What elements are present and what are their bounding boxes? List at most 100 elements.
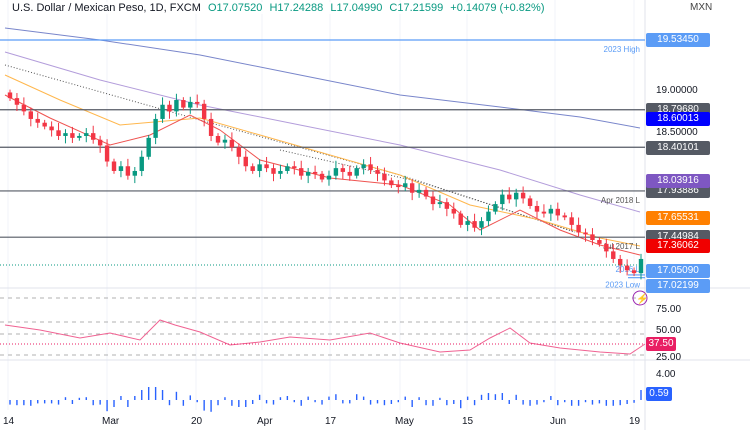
candle-body[interactable]	[264, 164, 269, 169]
candle-body[interactable]	[479, 221, 484, 228]
candle-body[interactable]	[181, 100, 186, 108]
candle-body[interactable]	[146, 137, 151, 157]
candle-body[interactable]	[472, 221, 477, 228]
candle-body[interactable]	[333, 168, 339, 176]
candle-body[interactable]	[271, 168, 276, 174]
candle-body[interactable]	[56, 130, 61, 136]
candle-body[interactable]	[160, 104, 165, 119]
candle-body[interactable]	[465, 221, 470, 225]
candle-body[interactable]	[638, 258, 644, 274]
candle-body[interactable]	[617, 258, 623, 266]
candle-body[interactable]	[555, 208, 560, 216]
candle-body[interactable]	[403, 183, 408, 188]
candle-body[interactable]	[292, 166, 297, 169]
candle-body[interactable]	[257, 164, 262, 171]
candle-body[interactable]	[139, 156, 144, 171]
candle-body[interactable]	[416, 189, 422, 193]
candle-body[interactable]	[458, 213, 463, 225]
candle-body[interactable]	[562, 215, 567, 218]
candle-body[interactable]	[250, 166, 255, 171]
histogram-bar	[175, 391, 178, 400]
candle-body[interactable]	[409, 183, 415, 193]
candle-body[interactable]	[111, 161, 117, 171]
candle-body[interactable]	[285, 166, 290, 171]
candle-body[interactable]	[583, 232, 588, 235]
histogram-bar	[37, 400, 39, 404]
candle-body[interactable]	[278, 170, 283, 174]
candle-body[interactable]	[576, 224, 581, 233]
candle-body[interactable]	[243, 156, 248, 167]
candle-body[interactable]	[451, 208, 456, 214]
candle-body[interactable]	[611, 251, 616, 259]
candle-body[interactable]	[604, 243, 609, 252]
candle-body[interactable]	[215, 135, 221, 143]
candle-body[interactable]	[507, 194, 512, 200]
candle-body[interactable]	[437, 202, 443, 205]
candle-body[interactable]	[319, 173, 325, 180]
candle-body[interactable]	[236, 147, 242, 157]
candle-body[interactable]	[569, 217, 574, 225]
candle-body[interactable]	[21, 104, 27, 112]
candle-body[interactable]	[174, 100, 179, 112]
histogram-bar	[113, 400, 115, 407]
candle-body[interactable]	[70, 133, 75, 138]
candle-body[interactable]	[153, 118, 158, 138]
candle-body[interactable]	[208, 118, 214, 136]
candle-body[interactable]	[299, 168, 304, 176]
candle-body[interactable]	[326, 175, 332, 180]
candle-body[interactable]	[167, 104, 172, 112]
candle-body[interactable]	[520, 192, 526, 199]
candle-body[interactable]	[527, 198, 533, 206]
price-tag: 19.53450	[646, 33, 710, 47]
histogram-bar	[9, 400, 11, 405]
candle-body[interactable]	[222, 139, 228, 143]
candle-body[interactable]	[361, 164, 366, 169]
candle-body[interactable]	[312, 171, 318, 174]
candle-body[interactable]	[35, 118, 40, 123]
candle-body[interactable]	[493, 204, 498, 212]
candle-body[interactable]	[375, 170, 380, 174]
candle-body[interactable]	[305, 171, 311, 176]
candle-body[interactable]	[91, 133, 96, 140]
candle-body[interactable]	[354, 168, 359, 176]
candle-body[interactable]	[28, 111, 34, 119]
candle-body[interactable]	[444, 202, 450, 209]
candle-body[interactable]	[77, 135, 82, 138]
candle-body[interactable]	[84, 133, 89, 136]
candle-body[interactable]	[340, 168, 346, 172]
candle-body[interactable]	[195, 101, 200, 104]
candle-body[interactable]	[548, 208, 554, 214]
candle-body[interactable]	[104, 145, 110, 162]
candle-body[interactable]	[486, 211, 491, 222]
candle-body[interactable]	[118, 166, 124, 171]
candle-body[interactable]	[500, 194, 505, 205]
candle-body[interactable]	[423, 189, 429, 197]
candle-body[interactable]	[132, 170, 138, 176]
candle-body[interactable]	[534, 205, 540, 212]
candle-body[interactable]	[125, 166, 131, 176]
candle-body[interactable]	[63, 133, 68, 136]
candle-body[interactable]	[597, 240, 602, 244]
candle-body[interactable]	[541, 211, 547, 214]
candle-body[interactable]	[201, 103, 207, 119]
candle-body[interactable]	[382, 173, 387, 181]
lightning-icon[interactable]	[632, 290, 648, 306]
candle-body[interactable]	[624, 265, 630, 271]
candle-body[interactable]	[590, 234, 595, 241]
candle-body[interactable]	[97, 139, 103, 146]
candle-body[interactable]	[14, 98, 20, 105]
candle-body[interactable]	[389, 180, 394, 186]
candle-body[interactable]	[513, 192, 519, 200]
candle-body[interactable]	[42, 122, 47, 127]
candle-body[interactable]	[347, 171, 352, 176]
candle-body[interactable]	[368, 164, 373, 171]
candle-body[interactable]	[631, 270, 637, 274]
candle-body[interactable]	[7, 92, 13, 99]
candle-body[interactable]	[49, 126, 54, 131]
candle-body[interactable]	[229, 139, 235, 148]
candle-body[interactable]	[188, 101, 193, 108]
candle-body[interactable]	[396, 185, 401, 188]
candle-body[interactable]	[430, 196, 436, 205]
